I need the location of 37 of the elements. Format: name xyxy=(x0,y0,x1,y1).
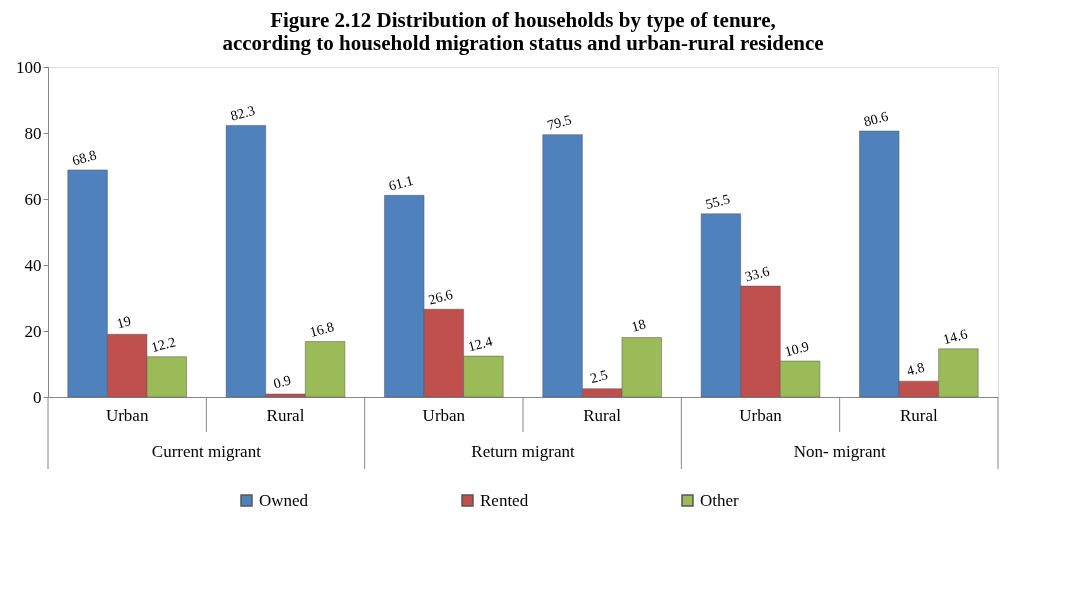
data-label: 10.9 xyxy=(783,338,811,360)
text: Current migrant xyxy=(151,442,262,461)
data-label: 82.3 xyxy=(228,102,257,124)
data-label: 2.5 xyxy=(588,367,610,387)
legend-label: Rented xyxy=(480,490,529,510)
data-label: 80.6 xyxy=(862,108,890,130)
y-tick-label: 40 xyxy=(24,255,42,275)
data-label: 4.8 xyxy=(905,359,926,379)
data-label: 26.6 xyxy=(426,286,455,308)
y-tick-label: 60 xyxy=(24,189,42,209)
chart-title: Figure 2.12 Distribution of households by type of tenure, according to household migration status and urban-rural residence xyxy=(222,8,824,55)
y-tick-label: 0 xyxy=(33,387,42,407)
y-tick-label: 100 xyxy=(16,57,42,77)
data-label: 55.5 xyxy=(703,191,732,213)
x-tick-label: Rural xyxy=(899,405,938,425)
legend-label: Owned xyxy=(259,490,309,510)
data-label: 61.1 xyxy=(387,172,415,194)
y-tick-label: 20 xyxy=(24,321,42,341)
text: Non- migrant xyxy=(793,442,886,461)
data-label: 12.2 xyxy=(149,334,178,356)
data-label: 33.6 xyxy=(743,263,772,285)
data-label: 0.9 xyxy=(271,372,293,392)
x-tick-label: Urban xyxy=(105,405,149,425)
data-label: 19 xyxy=(115,313,133,332)
legend-label: Other xyxy=(700,490,740,510)
x-tick-label: Urban xyxy=(422,405,466,425)
x-tick-label: Urban xyxy=(739,405,783,425)
x-tick-label: Rural xyxy=(266,405,305,425)
data-label: 79.5 xyxy=(545,112,574,133)
data-label: 12.4 xyxy=(466,333,494,355)
data-label: 18 xyxy=(629,316,648,335)
y-tick-label: 80 xyxy=(24,123,42,143)
data-label: 68.8 xyxy=(70,147,99,169)
text: Return migrant xyxy=(471,442,575,461)
data-label: 16.8 xyxy=(308,319,336,340)
data-label: 14.6 xyxy=(941,326,969,348)
x-tick-label: Rural xyxy=(583,405,622,425)
